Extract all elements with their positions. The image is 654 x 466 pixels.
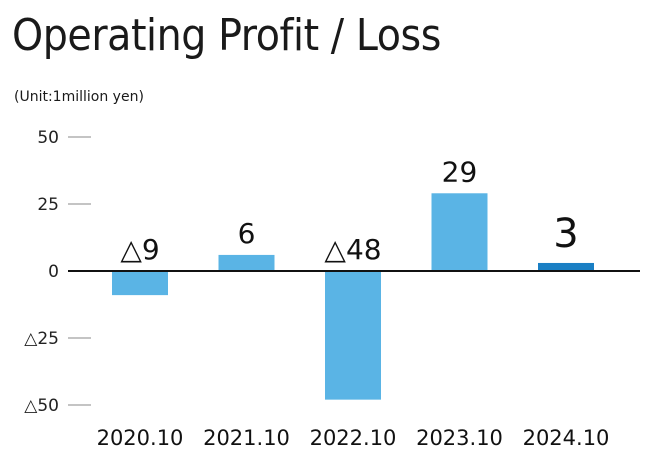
bar-data-label: △9 (120, 233, 159, 266)
x-category-label: 2021.10 (203, 426, 290, 450)
bar (325, 271, 381, 400)
bar (431, 193, 488, 271)
bar-data-label: 6 (238, 217, 256, 250)
unit-label: (Unit:1million yen) (14, 89, 144, 105)
bar-data-label: 29 (442, 155, 478, 188)
chart-title: Operating Profit / Loss (12, 10, 441, 61)
bar (538, 262, 594, 271)
y-tick-label: 25 (37, 195, 59, 215)
x-category-label: 2023.10 (416, 426, 503, 450)
bar-data-label: 3 (553, 211, 578, 257)
y-tick-label: 0 (48, 262, 59, 282)
y-tick-label: 50 (37, 128, 59, 148)
bar-data-label: △48 (324, 233, 381, 266)
bar (112, 271, 168, 296)
x-category-label: 2020.10 (97, 426, 184, 450)
y-tick-label: △50 (24, 396, 59, 416)
x-category-label: 2022.10 (310, 426, 397, 450)
y-tick-label: △25 (24, 329, 59, 349)
x-category-label: 2024.10 (523, 426, 610, 450)
bar (218, 254, 275, 271)
